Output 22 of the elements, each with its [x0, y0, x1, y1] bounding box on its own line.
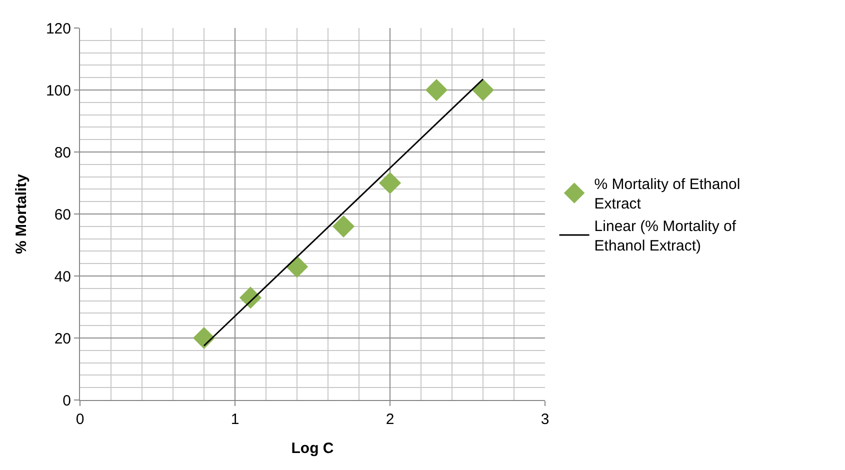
- y-tick-label: 40: [54, 268, 71, 286]
- y-tick-label: 20: [54, 330, 71, 348]
- point: [192, 326, 216, 350]
- point: [286, 256, 308, 278]
- y-tick-label: 100: [46, 82, 71, 100]
- x-tick-label: 2: [386, 411, 394, 428]
- x-tick-label: 3: [540, 411, 550, 428]
- point: [378, 172, 402, 194]
- point: [332, 215, 355, 238]
- legend-label: % Mortality of Ethanol Extract: [594, 176, 740, 213]
- y-tick-label: 60: [54, 206, 71, 224]
- x-axis-title: Log C: [291, 440, 334, 457]
- legend-label: Linear (% Mortality of Ethanol Extract): [594, 218, 737, 255]
- y-axis-title: % Mortality: [13, 173, 30, 254]
- x-tick-label: 1: [230, 411, 240, 428]
- y-tick-label: 80: [54, 144, 71, 162]
- point: [472, 78, 494, 102]
- x-tick-label: 0: [76, 411, 84, 428]
- point: [239, 286, 262, 309]
- point: [425, 78, 448, 102]
- y-tick-label: 120: [46, 20, 71, 38]
- y-tick-label: 0: [62, 392, 71, 410]
